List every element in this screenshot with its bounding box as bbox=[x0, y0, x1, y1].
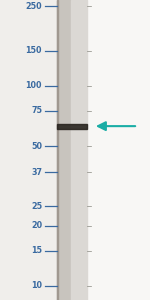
Bar bbox=[57, 0, 70, 300]
Text: 15: 15 bbox=[31, 246, 42, 255]
Text: 75: 75 bbox=[31, 106, 42, 116]
Text: 37: 37 bbox=[31, 168, 42, 177]
Bar bbox=[57, 124, 87, 128]
Bar bbox=[70, 0, 87, 300]
Text: 50: 50 bbox=[31, 142, 42, 151]
Text: 25: 25 bbox=[31, 202, 42, 211]
Text: 100: 100 bbox=[26, 82, 42, 91]
Text: 250: 250 bbox=[25, 2, 42, 11]
Text: 10: 10 bbox=[31, 281, 42, 290]
Bar bbox=[87, 0, 150, 300]
Text: 20: 20 bbox=[31, 221, 42, 230]
Text: 150: 150 bbox=[26, 46, 42, 55]
Bar bbox=[57, 0, 58, 300]
